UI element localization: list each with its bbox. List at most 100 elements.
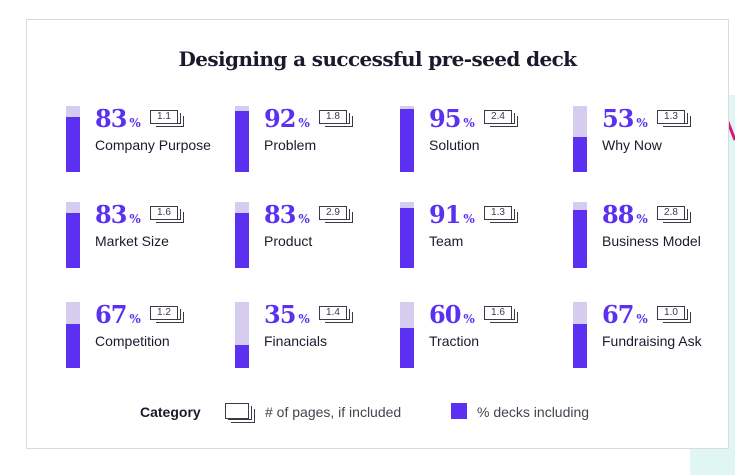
percent-number: 53 [602, 104, 634, 133]
percent-value: 92% [264, 106, 310, 132]
percent-number: 91 [429, 200, 461, 229]
percent-value: 67% [95, 302, 141, 328]
category-label: Fundraising Ask [602, 333, 702, 349]
percent-value: 88% [602, 202, 648, 228]
bar-track [235, 106, 249, 172]
percent-value: 35% [264, 302, 310, 328]
category-label: Business Model [602, 233, 701, 249]
bar [66, 213, 80, 268]
bar [66, 324, 80, 368]
pages-count: 1.6 [484, 306, 512, 320]
legend: Category # of pages, if included % decks… [27, 400, 728, 424]
pages-count-badge: 2.9 [319, 206, 354, 223]
bar-track [66, 106, 80, 172]
bar-track [573, 106, 587, 172]
category-cell: 92% 1.8 Problem [235, 106, 400, 196]
bar [573, 210, 587, 268]
percent-number: 95 [429, 104, 461, 133]
category-label: Company Purpose [95, 137, 211, 153]
percent-value: 95% [429, 106, 475, 132]
bar [400, 109, 414, 172]
pages-count-badge: 1.2 [150, 306, 185, 323]
percent-symbol: % [298, 312, 310, 326]
bar [400, 328, 414, 368]
percent-value: 83% [264, 202, 310, 228]
pages-count-badge: 1.3 [484, 206, 519, 223]
pages-count: 1.3 [657, 110, 685, 124]
percent-symbol: % [298, 116, 310, 130]
pages-count: 2.9 [319, 206, 347, 220]
category-cell: 95% 2.4 Solution [400, 106, 565, 196]
bar [235, 111, 249, 172]
percent-value: 83% [95, 202, 141, 228]
category-label: Solution [429, 137, 480, 153]
category-cell: 53% 1.3 Why Now [573, 106, 735, 196]
pages-count-badge: 2.8 [657, 206, 692, 223]
category-label: Competition [95, 333, 170, 349]
chart-card: Designing a successful pre-seed deck 83%… [26, 19, 729, 449]
percent-symbol: % [298, 212, 310, 226]
percent-number: 67 [95, 300, 127, 329]
category-cell: 60% 1.6 Traction [400, 302, 565, 392]
pages-count: 1.2 [150, 306, 178, 320]
bar-track [573, 302, 587, 368]
pages-count: 2.4 [484, 110, 512, 124]
category-label: Product [264, 233, 313, 249]
percent-number: 83 [95, 104, 127, 133]
category-cell: 83% 2.9 Product [235, 202, 400, 292]
pages-count-badge: 1.6 [150, 206, 185, 223]
pages-count: 1.1 [150, 110, 178, 124]
pages-count-badge: 2.4 [484, 110, 519, 127]
category-cell: 35% 1.4 Financials [235, 302, 400, 392]
chart-title: Designing a successful pre-seed deck [178, 47, 578, 71]
pages-count-badge: 1.6 [484, 306, 519, 323]
percent-value: 67% [602, 302, 648, 328]
percent-number: 67 [602, 300, 634, 329]
percent-number: 35 [264, 300, 296, 329]
legend-percent-swatch [451, 403, 467, 419]
category-cell: 67% 1.2 Competition [66, 302, 231, 392]
bar [235, 345, 249, 368]
category-label: Team [429, 233, 464, 249]
percent-value: 91% [429, 202, 475, 228]
percent-symbol: % [463, 212, 475, 226]
pages-count: 1.6 [150, 206, 178, 220]
pages-count-badge: 1.0 [657, 306, 692, 323]
bar-track [66, 202, 80, 268]
bar-track [400, 202, 414, 268]
bar-track [400, 106, 414, 172]
pages-count-badge: 1.8 [319, 110, 354, 127]
category-label: Problem [264, 137, 317, 153]
pages-count: 1.3 [484, 206, 512, 220]
percent-value: 60% [429, 302, 475, 328]
percent-symbol: % [636, 312, 648, 326]
bar [400, 208, 414, 268]
percent-number: 83 [95, 200, 127, 229]
bar [66, 117, 80, 172]
legend-percent-label: % decks including [477, 404, 590, 420]
percent-number: 92 [264, 104, 296, 133]
percent-number: 60 [429, 300, 461, 329]
percent-number: 88 [602, 200, 634, 229]
percent-symbol: % [463, 312, 475, 326]
percent-symbol: % [636, 116, 648, 130]
bar-track [573, 202, 587, 268]
bar-track [66, 302, 80, 368]
category-label: Market Size [95, 233, 169, 249]
percent-number: 83 [264, 200, 296, 229]
pages-count: 1.8 [319, 110, 347, 124]
category-cell: 67% 1.0 Fundraising Ask [573, 302, 735, 392]
bar [573, 324, 587, 368]
category-cell: 83% 1.6 Market Size [66, 202, 231, 292]
pages-count-badge: 1.3 [657, 110, 692, 127]
category-cell: 88% 2.8 Business Model [573, 202, 735, 292]
percent-symbol: % [636, 212, 648, 226]
percent-symbol: % [129, 116, 141, 130]
percent-symbol: % [129, 312, 141, 326]
legend-pages-label: # of pages, if included [265, 404, 402, 420]
legend-title: Category [140, 404, 201, 420]
pages-count: 1.4 [319, 306, 347, 320]
bar-track [235, 302, 249, 368]
bar [235, 213, 249, 268]
pages-count: 2.8 [657, 206, 685, 220]
